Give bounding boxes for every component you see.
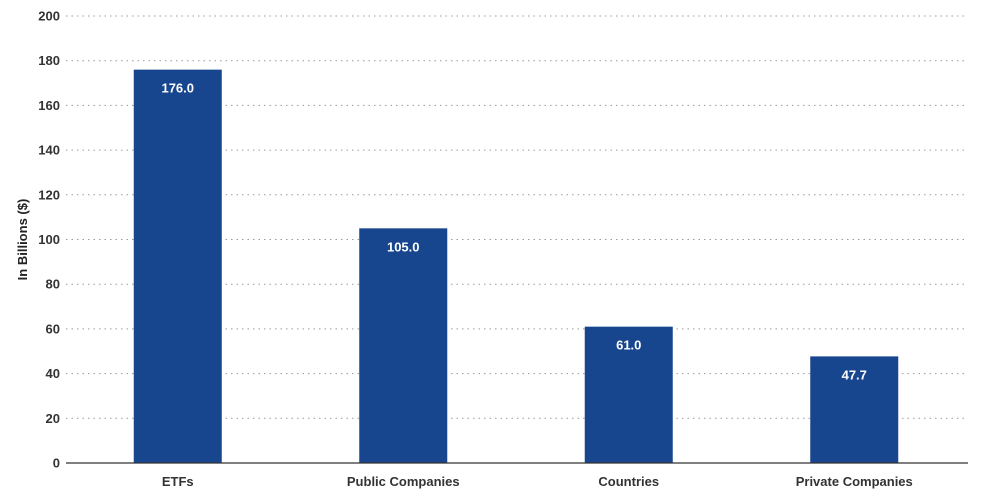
data-label: 105.0 (387, 239, 420, 254)
y-tick-label: 40 (46, 366, 60, 381)
gridlines (66, 15, 968, 419)
y-tick-label: 140 (38, 143, 60, 158)
data-label: 61.0 (616, 338, 641, 353)
y-tick-label: 80 (46, 277, 60, 292)
y-tick-label: 120 (38, 187, 60, 202)
y-tick-label: 200 (38, 9, 60, 24)
bar-countries (584, 326, 673, 463)
y-tick-label: 0 (53, 456, 60, 471)
data-label: 47.7 (842, 367, 867, 382)
bar-public-companies (359, 228, 448, 463)
data-labels: 176.0 105.0 61.0 47.7 (161, 81, 866, 383)
bar-etfs (133, 69, 222, 463)
y-tick-label: 60 (46, 321, 60, 336)
x-axis-categories: ETFs Public Companies Countries Private Com… (162, 474, 913, 489)
y-tick-label: 160 (38, 98, 60, 113)
y-tick-label: 100 (38, 232, 60, 247)
x-category-label: Private Companies (796, 474, 913, 489)
x-category-label: Countries (598, 474, 659, 489)
x-category-label: ETFs (162, 474, 194, 489)
bars (133, 69, 899, 463)
y-axis-ticks: 0 20 40 60 80 100 120 140 160 180 200 (38, 9, 60, 471)
y-tick-label: 20 (46, 411, 60, 426)
data-label: 176.0 (161, 81, 194, 96)
y-tick-label: 180 (38, 53, 60, 68)
bar-private-companies (810, 356, 899, 463)
x-category-label: Public Companies (347, 474, 460, 489)
y-axis-label: In Billions ($) (15, 199, 30, 281)
